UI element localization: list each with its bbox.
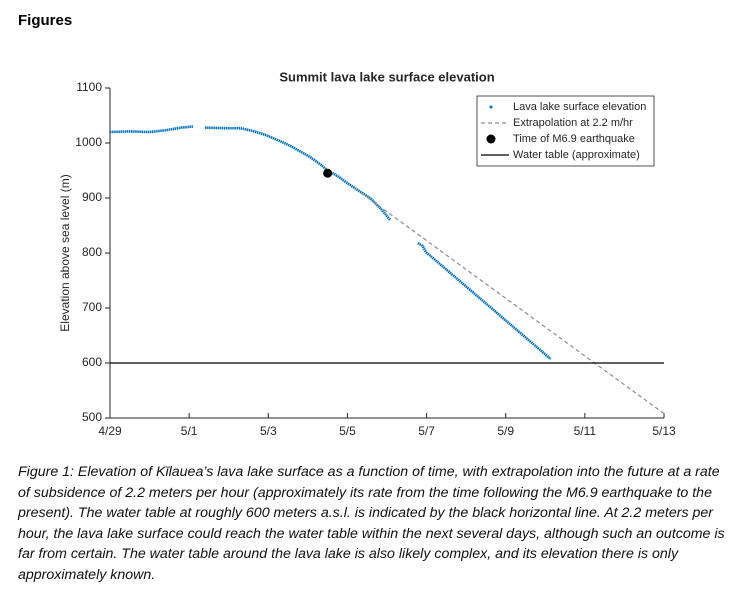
legend-box xyxy=(476,95,655,167)
legend-symbol xyxy=(489,105,493,109)
y-axis-label: Elevation above sea level (m) xyxy=(58,174,72,331)
legend-symbol xyxy=(486,134,496,144)
y-tick-label: 500 xyxy=(82,410,102,424)
x-tick-label: 4/29 xyxy=(98,424,122,438)
chart: Summit lava lake surface elevation Eleva… xyxy=(58,69,676,438)
y-tick-label: 600 xyxy=(82,355,102,369)
legend-label: Time of M6.9 earthquake xyxy=(513,133,635,145)
x-tick-label: 5/7 xyxy=(418,424,435,438)
series-line xyxy=(109,125,552,361)
x-tick-label: 5/1 xyxy=(181,424,198,438)
earthquake-marker xyxy=(323,168,333,178)
x-tick-label: 5/5 xyxy=(339,424,356,438)
legend-label: Extrapolation at 2.2 m/hr xyxy=(513,117,633,129)
x-tick-label: 5/13 xyxy=(652,424,676,438)
legend-label: Lava lake surface elevation xyxy=(513,101,646,113)
y-tick-label: 1100 xyxy=(76,80,102,94)
x-tick-label: 5/11 xyxy=(574,424,597,438)
chart-title: Summit lava lake surface elevation xyxy=(279,69,494,84)
series-line xyxy=(354,188,665,415)
x-tick-label: 5/9 xyxy=(497,424,514,438)
x-tick-label: 5/3 xyxy=(260,424,277,438)
y-tick-label: 800 xyxy=(82,245,102,259)
legend-label: Water table (approximate) xyxy=(513,149,640,161)
y-tick-label: 700 xyxy=(82,300,102,314)
heading: Figures xyxy=(18,12,73,29)
y-tick-label: 1000 xyxy=(75,135,102,149)
caption: Figure 1: Elevation of Kīlauea’s lava la… xyxy=(18,464,725,583)
y-tick-label: 900 xyxy=(82,190,102,204)
